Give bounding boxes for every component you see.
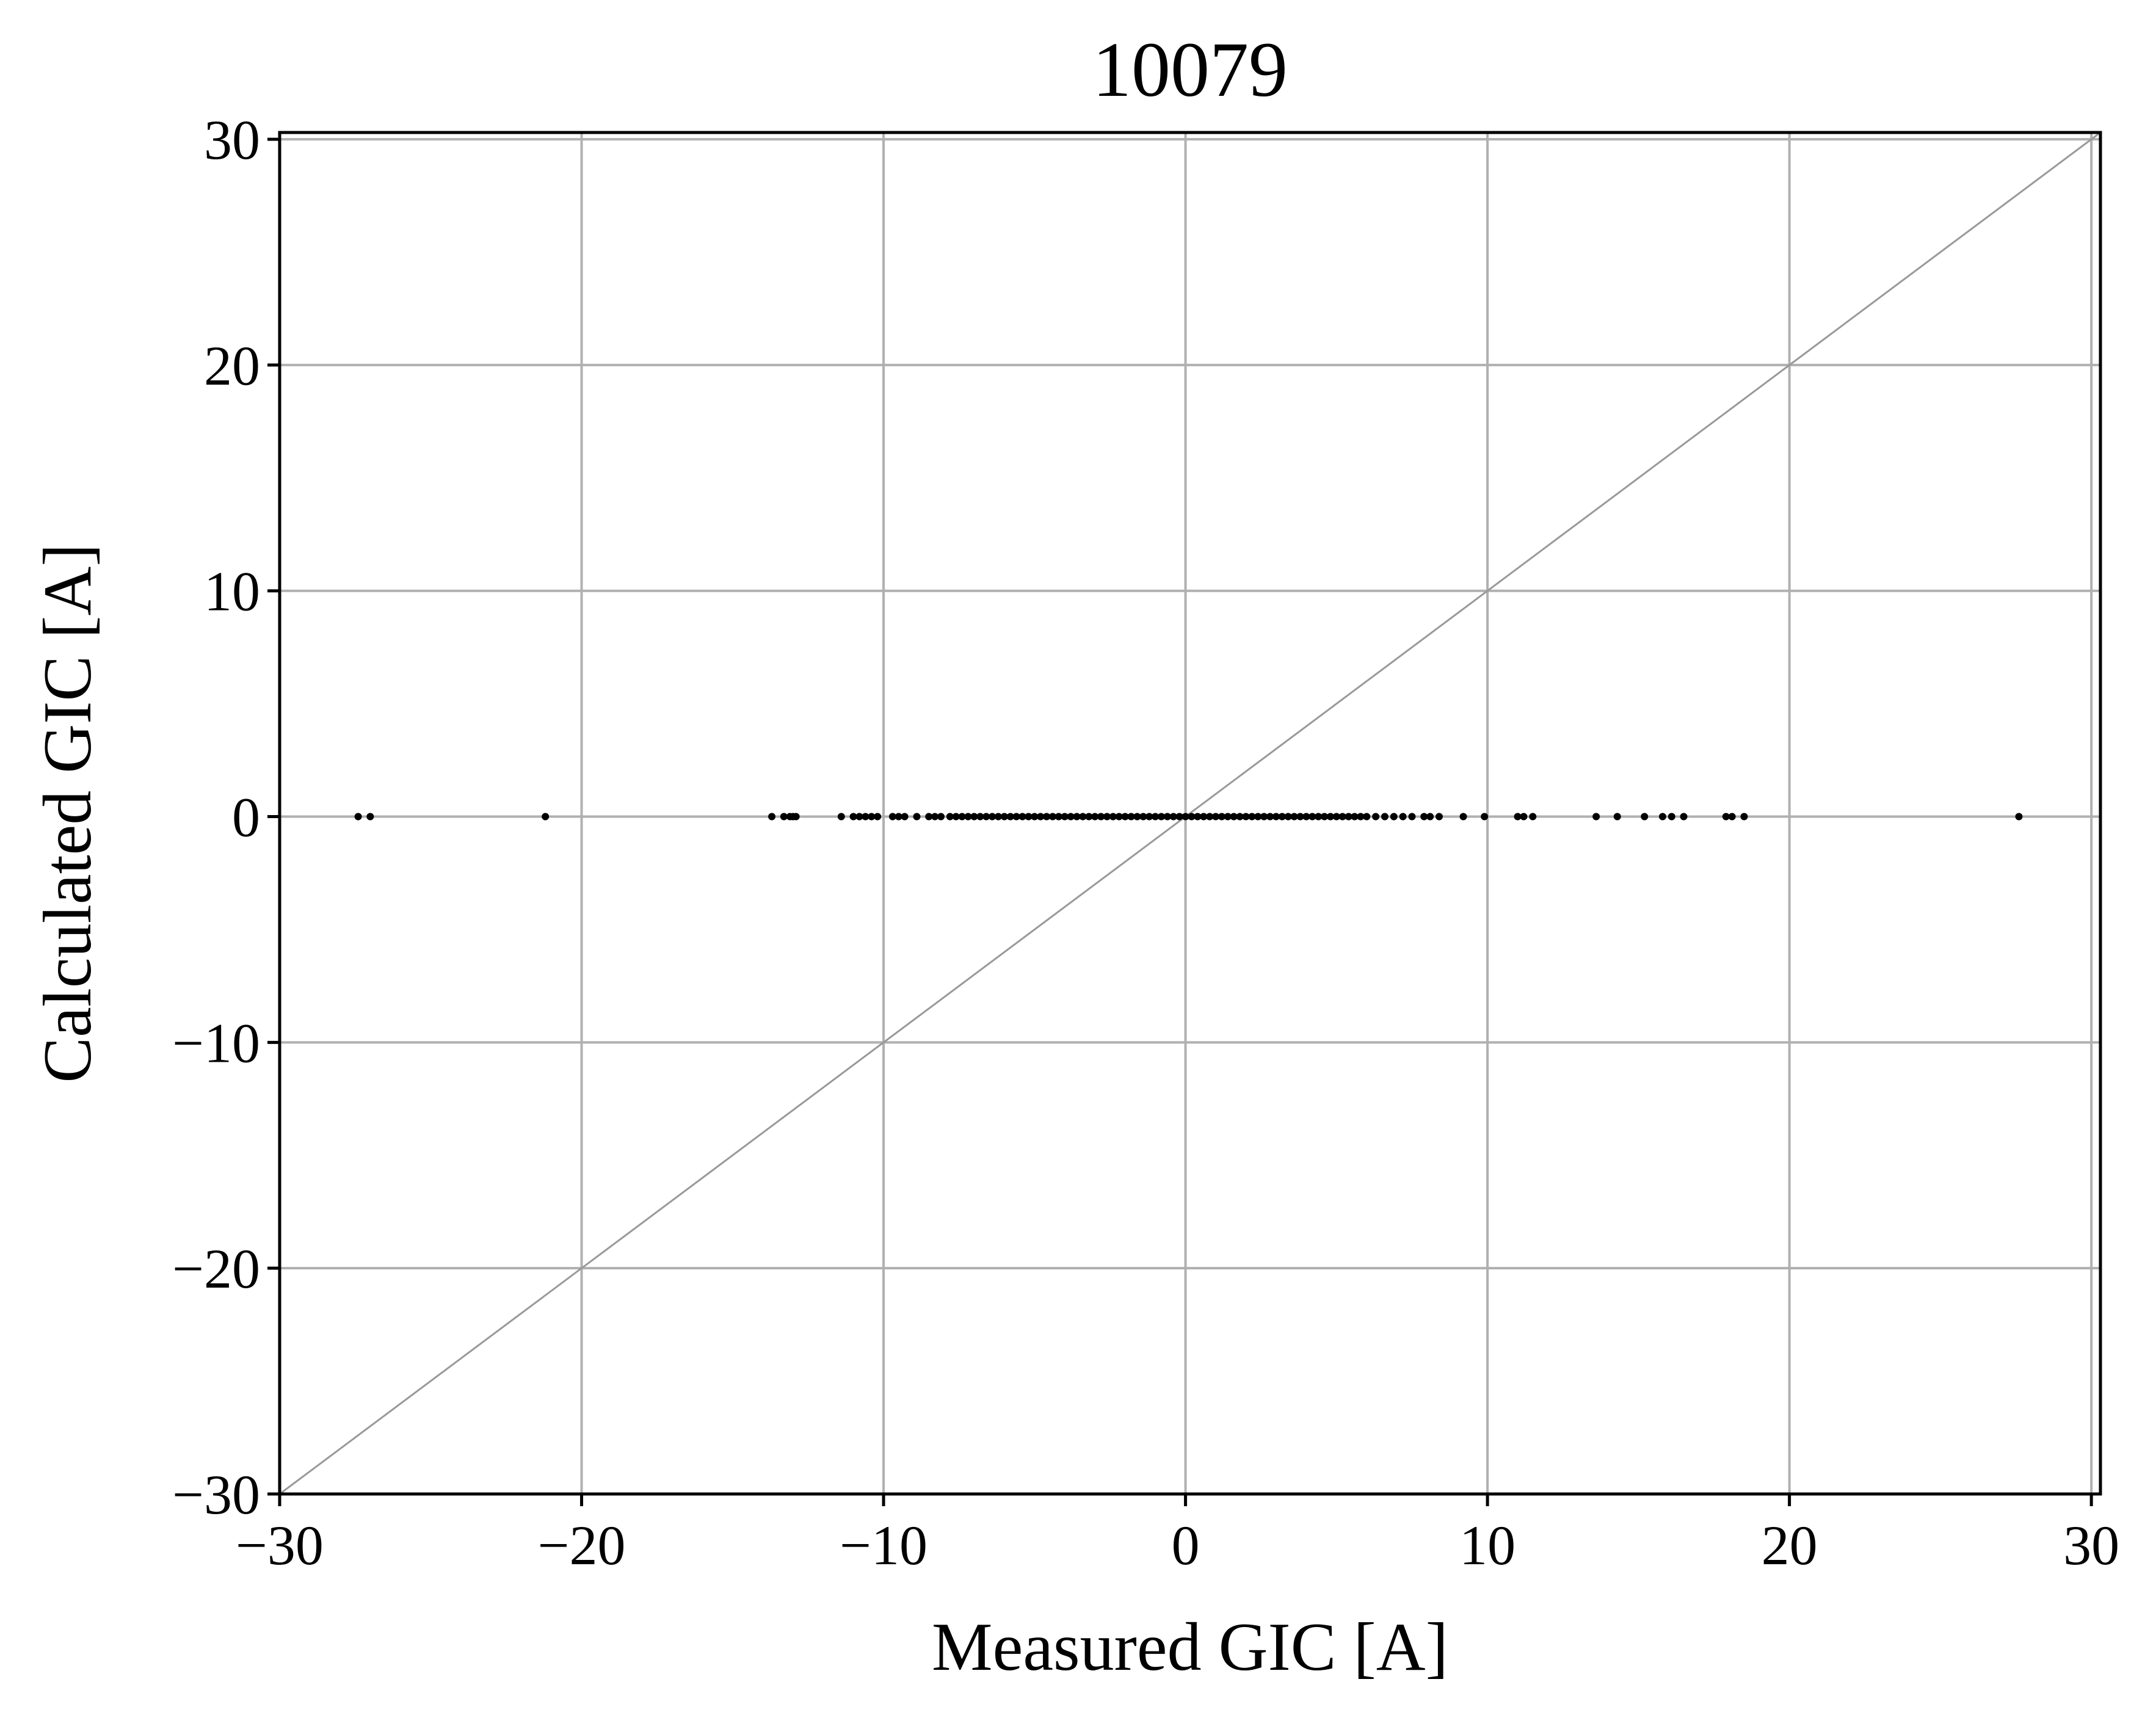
data-point <box>1381 813 1388 821</box>
data-point <box>1408 813 1416 821</box>
data-point <box>1459 813 1467 821</box>
data-point <box>952 813 960 821</box>
x-tick-label: −10 <box>840 1514 927 1576</box>
y-tick-label: 0 <box>232 786 260 849</box>
x-tick-label: −20 <box>538 1514 626 1576</box>
data-point <box>1520 813 1528 821</box>
data-point <box>868 813 876 821</box>
x-tick-label: −30 <box>236 1514 324 1576</box>
data-point <box>792 813 800 821</box>
data-point <box>1481 813 1489 821</box>
data-point <box>849 813 857 821</box>
x-tick-label: 30 <box>2063 1514 2119 1576</box>
y-tick-label: 30 <box>204 109 260 171</box>
data-point <box>1372 813 1380 821</box>
data-point <box>937 813 945 821</box>
data-point <box>1420 813 1428 821</box>
x-tick-label: 10 <box>1459 1514 1515 1576</box>
data-point <box>1680 813 1688 821</box>
x-axis: −30 −20 −10 0 10 20 30 <box>236 1494 2119 1576</box>
data-point <box>780 813 788 821</box>
data-point <box>888 813 896 821</box>
y-tick-label: −20 <box>172 1238 260 1300</box>
data-point <box>1668 813 1675 821</box>
data-point <box>1399 813 1407 821</box>
y-tick-label: −10 <box>172 1012 260 1074</box>
data-point <box>1529 813 1537 821</box>
data-point <box>982 813 990 821</box>
y-tick-label: 10 <box>204 560 260 623</box>
data-point <box>1740 813 1748 821</box>
data-point <box>976 813 984 821</box>
data-point <box>1592 813 1600 821</box>
data-point <box>1613 813 1621 821</box>
y-axis-title: Calculated GIC [A] <box>30 543 106 1082</box>
data-point <box>964 813 972 821</box>
data-points <box>354 813 2023 821</box>
data-point <box>970 813 978 821</box>
data-point <box>946 813 954 821</box>
data-point <box>913 813 921 821</box>
data-point <box>1514 813 1522 821</box>
x-axis-title: Measured GIC [A] <box>932 1609 1448 1685</box>
data-point <box>855 813 863 821</box>
y-axis: −30 −20 −10 0 10 20 30 <box>172 109 280 1526</box>
plot-area-frame <box>278 131 2102 1496</box>
data-point <box>1658 813 1666 821</box>
data-point <box>895 813 902 821</box>
data-point <box>366 813 374 821</box>
identity-reference-line <box>279 131 2101 1495</box>
data-point <box>354 813 362 821</box>
data-point <box>958 813 966 821</box>
data-point <box>1426 813 1434 821</box>
data-point <box>1435 813 1443 821</box>
data-point <box>901 813 909 821</box>
data-point <box>1722 813 1730 821</box>
data-point <box>768 813 776 821</box>
data-point <box>989 813 996 821</box>
data-point <box>2015 813 2023 821</box>
y-tick-label: −30 <box>172 1463 260 1526</box>
data-point <box>542 813 550 821</box>
data-point <box>837 813 845 821</box>
x-tick-label: 0 <box>1172 1514 1200 1576</box>
data-point <box>994 813 1002 821</box>
data-point <box>1641 813 1649 821</box>
data-point <box>1390 813 1398 821</box>
data-point <box>925 813 933 821</box>
chart-title: 10079 <box>1092 26 1288 113</box>
y-tick-label: 20 <box>204 335 260 397</box>
x-tick-label: 20 <box>1762 1514 1818 1576</box>
data-point <box>1728 813 1736 821</box>
data-point <box>931 813 939 821</box>
data-point <box>874 813 882 821</box>
data-point <box>862 813 869 821</box>
grid <box>278 132 2100 1495</box>
